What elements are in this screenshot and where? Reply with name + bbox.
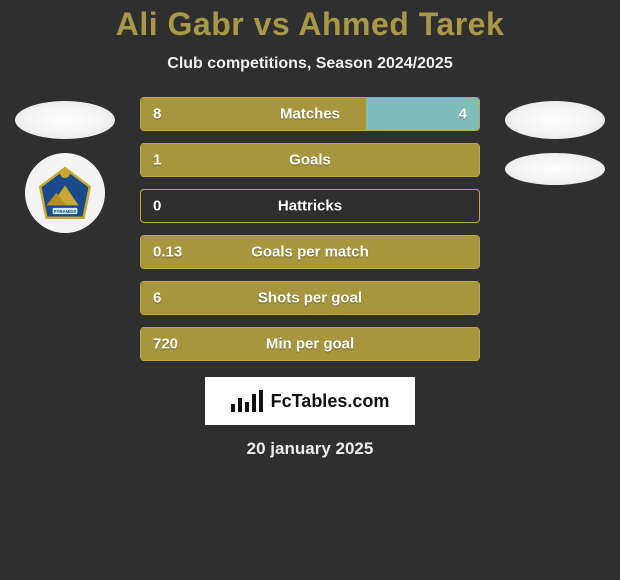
player-b-club-portrait [505, 153, 605, 185]
bar-chart-icon [231, 390, 263, 412]
stat-fill-left [141, 144, 479, 176]
date: 20 january 2025 [0, 439, 620, 459]
title: Ali Gabr vs Ahmed Tarek [0, 6, 620, 43]
stat-fill-left [141, 282, 479, 314]
stat-left-value: 0 [153, 198, 161, 215]
stat-bar: 60Shots per goal [140, 281, 480, 315]
stat-fill-left [141, 98, 366, 130]
subtitle: Club competitions, Season 2024/2025 [0, 55, 620, 73]
stat-fill-right [366, 98, 479, 130]
player-b-name: Ahmed Tarek [298, 6, 504, 42]
branding-text: FcTables.com [271, 391, 390, 412]
stat-label: Hattricks [141, 198, 479, 215]
stat-bar: 7200Min per goal [140, 327, 480, 361]
stat-bar: 84Matches [140, 97, 480, 131]
main-row: PYRAMIDS 84Matches 10Goals 00Hattricks 0.13… [0, 97, 620, 361]
stat-fill-left [141, 328, 479, 360]
player-b-portrait [505, 101, 605, 139]
svg-text:PYRAMIDS: PYRAMIDS [54, 209, 77, 214]
player-a-name: Ali Gabr [116, 6, 244, 42]
player-a-portrait [15, 101, 115, 139]
stat-bar: 10Goals [140, 143, 480, 177]
right-column [500, 97, 610, 185]
stat-bars: 84Matches 10Goals 00Hattricks 0.130Goals pe… [140, 97, 480, 361]
comparison-card: Ali Gabr vs Ahmed Tarek Club competition… [0, 0, 620, 459]
vs-separator: vs [254, 6, 291, 42]
left-column: PYRAMIDS [10, 97, 120, 233]
stat-fill-left [141, 236, 479, 268]
stat-bar: 00Hattricks [140, 189, 480, 223]
pyramids-club-icon: PYRAMIDS [34, 162, 96, 224]
branding-badge: FcTables.com [205, 377, 415, 425]
player-a-club-badge: PYRAMIDS [25, 153, 105, 233]
stat-bar: 0.130Goals per match [140, 235, 480, 269]
